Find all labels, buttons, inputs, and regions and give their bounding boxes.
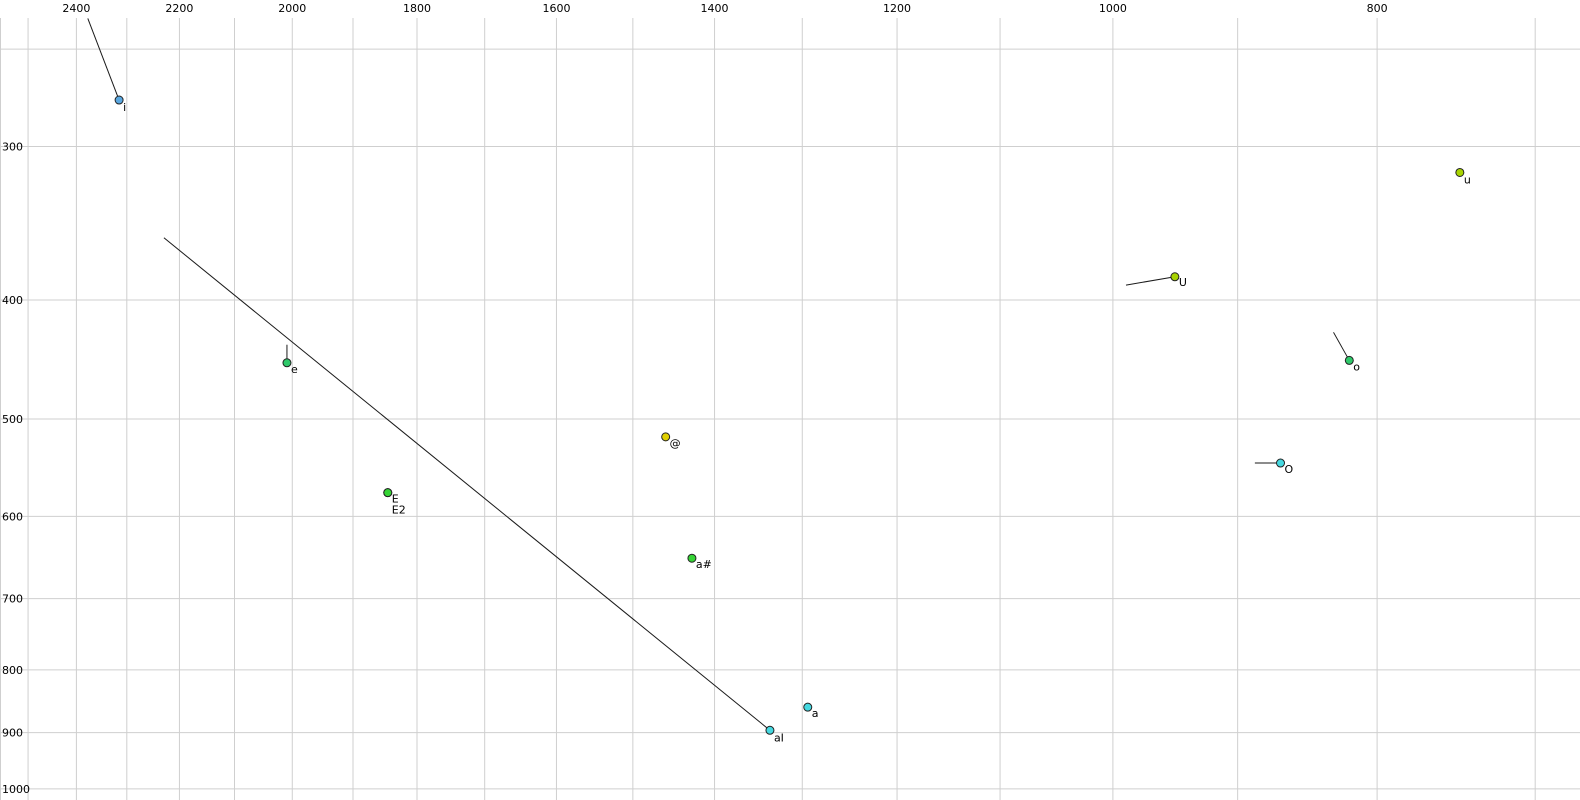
vowel-point-a[interactable] xyxy=(803,702,813,712)
y-tick-label-800: 800 xyxy=(2,664,23,677)
y-tick-label-300: 300 xyxy=(2,140,23,153)
vowel-point-O[interactable] xyxy=(1276,458,1286,468)
x-tick-label-1200: 1200 xyxy=(883,2,911,15)
x-tick-label-1400: 1400 xyxy=(701,2,729,15)
vowel-label-E2: E2 xyxy=(392,504,406,517)
vowel-point-a#[interactable] xyxy=(687,553,697,563)
formant-trail-U xyxy=(1125,276,1175,286)
y-tick-label-400: 400 xyxy=(2,294,23,307)
x-tick-label-1600: 1600 xyxy=(542,2,570,15)
x-tick-label-1800: 1800 xyxy=(403,2,431,15)
x-tick-label-800: 800 xyxy=(1367,2,1388,15)
vowel-point-aI[interactable] xyxy=(765,725,775,735)
x-tick-label-1000: 1000 xyxy=(1099,2,1127,15)
vowel-label-O: O xyxy=(1285,463,1294,476)
vowel-point-E2[interactable] xyxy=(383,488,393,498)
y-tick-label-700: 700 xyxy=(2,593,23,606)
x-tick-label-2200: 2200 xyxy=(165,2,193,15)
vowel-label-E: E xyxy=(392,493,399,506)
y-tick-label-600: 600 xyxy=(2,510,23,523)
vowel-label-@: @ xyxy=(670,437,681,450)
vowel-label-aI: aI xyxy=(774,731,784,744)
vowel-point-u[interactable] xyxy=(1455,167,1465,177)
vowel-label-e: e xyxy=(291,363,298,376)
formant-trail-aI xyxy=(163,237,771,731)
vowel-label-i: i xyxy=(123,101,126,114)
y-tick-label-1000: 1000 xyxy=(2,783,30,796)
vowel-point-U[interactable] xyxy=(1170,272,1180,282)
formant-trail-i xyxy=(87,18,120,101)
vowel-label-a#: a# xyxy=(696,558,712,571)
vowel-label-u: u xyxy=(1464,173,1471,186)
x-tick-label-2000: 2000 xyxy=(278,2,306,15)
vowel-label-a: a xyxy=(812,707,819,720)
vowel-point-o[interactable] xyxy=(1344,355,1354,365)
vowel-point-i[interactable] xyxy=(114,95,124,105)
vowel-label-U: U xyxy=(1179,276,1187,289)
vowel-point-@[interactable] xyxy=(661,432,671,442)
vowel-point-e[interactable] xyxy=(282,358,292,368)
y-tick-label-900: 900 xyxy=(2,727,23,740)
formant-trail-o xyxy=(1333,332,1350,361)
y-tick-label-500: 500 xyxy=(2,413,23,426)
vowel-label-o: o xyxy=(1353,360,1360,373)
x-tick-label-2400: 2400 xyxy=(62,2,90,15)
